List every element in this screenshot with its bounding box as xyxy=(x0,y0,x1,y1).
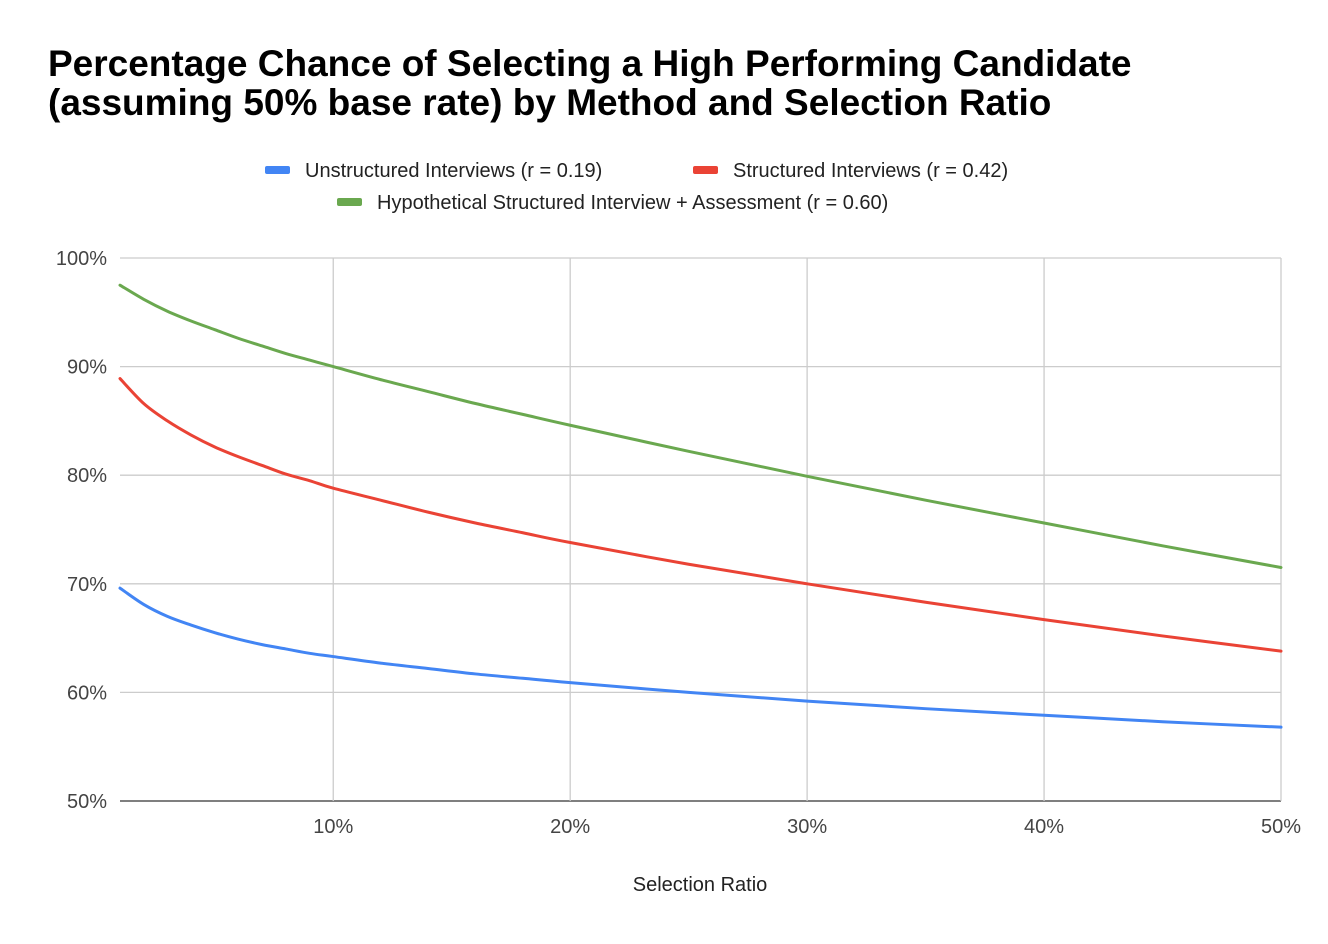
series-line-2 xyxy=(118,377,1283,653)
x-tick-label: 30% xyxy=(787,816,827,838)
legend-swatch-1 xyxy=(265,166,290,174)
legend-label-2: Structured Interviews (r = 0.42) xyxy=(733,160,1008,182)
legend: Unstructured Interviews (r = 0.19) Struct… xyxy=(265,160,1008,214)
y-tick-label: 50% xyxy=(67,791,107,813)
y-tick-label: 90% xyxy=(67,357,107,379)
chart-title: Percentage Chance of Selecting a High Pe… xyxy=(48,44,1298,122)
legend-label-1: Unstructured Interviews (r = 0.19) xyxy=(305,160,602,182)
x-tick-label: 20% xyxy=(550,816,590,838)
series-lines xyxy=(118,283,1283,729)
x-tick-label: 50% xyxy=(1261,816,1301,838)
y-tick-label: 80% xyxy=(67,465,107,487)
y-tick-label: 100% xyxy=(56,248,107,270)
x-tick-label: 10% xyxy=(313,816,353,838)
legend-label-3: Hypothetical Structured Interview + Asse… xyxy=(377,192,888,214)
y-axis: 50% 60% 70% 80% 90% 100% xyxy=(56,248,107,813)
x-axis: 10% 20% 30% 40% 50% xyxy=(313,816,1301,838)
legend-swatch-2 xyxy=(693,166,718,174)
y-tick-label: 70% xyxy=(67,574,107,596)
chart-subtitle: (assuming 50% base rate) by Method and S… xyxy=(48,82,1052,123)
grid-lines xyxy=(120,257,1282,802)
x-axis-title: Selection Ratio xyxy=(633,874,768,896)
series-line-1 xyxy=(118,586,1283,729)
y-tick-label: 60% xyxy=(67,682,107,704)
chart-title-line-1: Percentage Chance of Selecting a High Pe… xyxy=(48,43,1132,84)
series-line-3 xyxy=(118,283,1283,570)
legend-swatch-3 xyxy=(337,198,362,206)
x-tick-label: 40% xyxy=(1024,816,1064,838)
